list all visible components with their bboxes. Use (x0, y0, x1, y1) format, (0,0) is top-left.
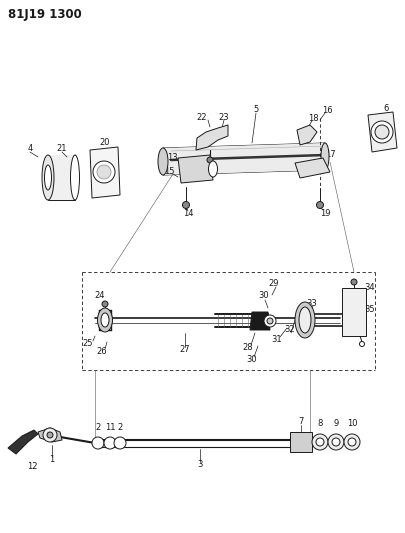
Polygon shape (162, 143, 324, 175)
Text: 5: 5 (253, 104, 258, 114)
Circle shape (311, 434, 327, 450)
Text: 30: 30 (246, 356, 257, 365)
Text: 10: 10 (346, 419, 356, 429)
Circle shape (43, 428, 57, 442)
Polygon shape (249, 312, 269, 330)
Text: 4: 4 (27, 143, 32, 152)
Text: 81J19 1300: 81J19 1300 (8, 7, 81, 20)
Circle shape (370, 121, 392, 143)
Text: 18: 18 (307, 114, 318, 123)
Text: 2: 2 (117, 424, 122, 432)
Text: 2: 2 (95, 424, 100, 432)
Circle shape (331, 438, 339, 446)
Circle shape (97, 165, 111, 179)
Ellipse shape (101, 313, 109, 327)
Circle shape (207, 157, 213, 163)
Text: 30: 30 (258, 292, 269, 301)
Ellipse shape (294, 302, 314, 338)
Text: 11: 11 (104, 424, 115, 432)
Circle shape (315, 438, 323, 446)
Text: 25: 25 (83, 340, 93, 349)
Circle shape (263, 315, 275, 327)
Text: 19: 19 (319, 208, 329, 217)
Circle shape (102, 301, 108, 307)
Circle shape (114, 437, 126, 449)
Circle shape (327, 434, 343, 450)
Text: 23: 23 (218, 112, 229, 122)
Ellipse shape (208, 161, 217, 177)
Circle shape (93, 161, 115, 183)
Text: 34: 34 (364, 284, 374, 293)
Text: 9: 9 (333, 419, 338, 429)
Circle shape (92, 437, 104, 449)
Text: 22: 22 (196, 112, 207, 122)
Text: 20: 20 (100, 138, 110, 147)
Bar (48, 155, 75, 200)
Text: 14: 14 (182, 209, 193, 219)
Text: 1: 1 (49, 456, 55, 464)
Text: 26: 26 (96, 348, 107, 357)
Ellipse shape (42, 155, 54, 200)
Circle shape (374, 125, 388, 139)
Circle shape (350, 279, 356, 285)
Text: 21: 21 (57, 143, 67, 152)
Bar (289, 432, 311, 452)
Circle shape (347, 438, 355, 446)
Bar (341, 288, 365, 336)
Text: 32: 32 (284, 326, 294, 335)
Polygon shape (177, 155, 213, 183)
Ellipse shape (158, 148, 168, 175)
Text: 15: 15 (163, 166, 174, 175)
Text: 17: 17 (324, 149, 335, 158)
Text: 8: 8 (317, 419, 322, 429)
Circle shape (47, 432, 53, 438)
Text: 28: 28 (242, 343, 253, 352)
Text: 13: 13 (166, 152, 177, 161)
Ellipse shape (320, 143, 328, 170)
Polygon shape (8, 430, 38, 454)
Polygon shape (90, 147, 120, 198)
Circle shape (358, 342, 364, 346)
Ellipse shape (45, 165, 51, 190)
Text: 12: 12 (27, 463, 37, 472)
Text: 3: 3 (197, 461, 202, 470)
Circle shape (266, 318, 272, 324)
Text: 35: 35 (364, 305, 374, 314)
Polygon shape (294, 158, 329, 178)
Text: 33: 33 (306, 298, 317, 308)
Circle shape (104, 437, 116, 449)
Text: 6: 6 (382, 103, 388, 112)
Text: 27: 27 (179, 345, 190, 354)
Polygon shape (367, 112, 396, 152)
Text: 16: 16 (321, 106, 332, 115)
Circle shape (316, 201, 323, 208)
Circle shape (343, 434, 359, 450)
Ellipse shape (97, 308, 112, 332)
Circle shape (182, 201, 189, 208)
Polygon shape (196, 125, 228, 150)
Polygon shape (38, 428, 62, 442)
Polygon shape (296, 125, 316, 145)
Text: 7: 7 (298, 417, 303, 426)
Text: 24: 24 (94, 292, 105, 301)
Text: 29: 29 (268, 279, 279, 288)
Ellipse shape (298, 307, 310, 333)
Text: 31: 31 (271, 335, 281, 344)
Ellipse shape (70, 155, 79, 200)
